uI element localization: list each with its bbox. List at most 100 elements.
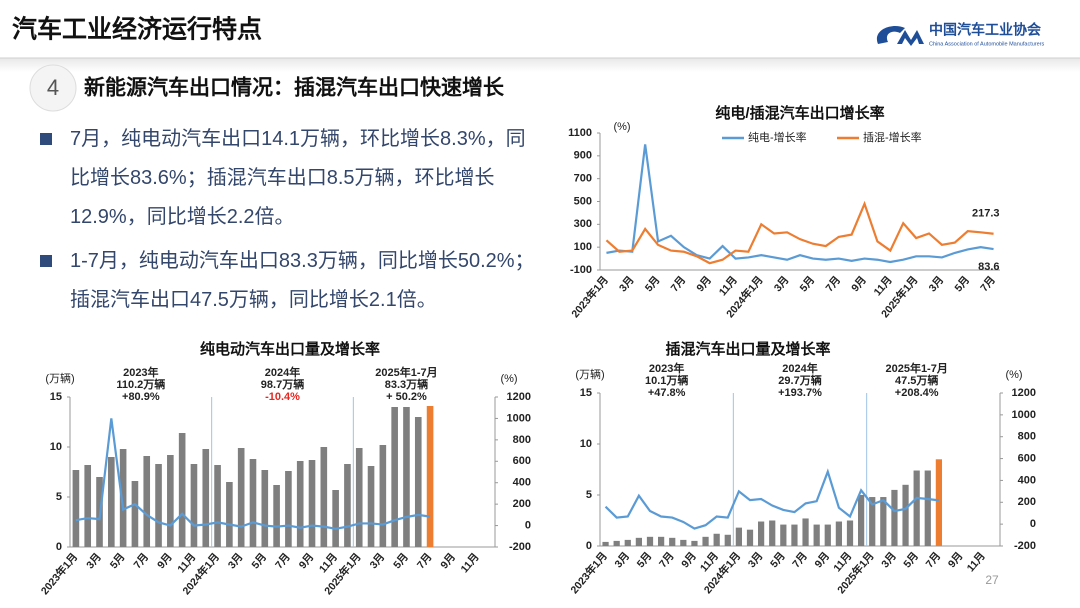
- bar: [602, 541, 609, 546]
- y-tick-label: 0: [56, 541, 62, 553]
- annotation: 2024年: [782, 361, 817, 375]
- y2-tick-label: -200: [1014, 540, 1036, 552]
- bullet: 1-7月，纯电动汽车出口83.3万辆，同比增长50.2%；插混汽车出口47.5万…: [40, 242, 540, 320]
- bar: [403, 407, 410, 547]
- line: [605, 200, 994, 265]
- bar: [846, 520, 854, 546]
- bar: [190, 464, 198, 547]
- x-tick-label: 3月: [927, 274, 947, 294]
- bar: [769, 520, 776, 546]
- y2-unit: (%): [1005, 369, 1022, 381]
- bar: [155, 464, 162, 547]
- x-tick-label: 3月: [879, 550, 899, 570]
- annotation: 2025年1-7月: [375, 365, 437, 379]
- x-tick-label: 5月: [635, 550, 655, 570]
- y2-tick-label: 1000: [1012, 409, 1036, 421]
- y-tick-label: 10: [580, 438, 592, 450]
- x-tick-label: 9月: [694, 274, 714, 294]
- x-tick-label: 9月: [438, 551, 458, 571]
- x-tick-label: 9月: [679, 550, 699, 570]
- bar: [624, 539, 631, 546]
- y2-tick-label: 600: [1018, 452, 1036, 464]
- bullet-marker: [40, 255, 52, 267]
- header-title: 汽车工业经济运行特点: [12, 15, 262, 44]
- bar: [713, 533, 720, 546]
- x-tick-label: 5月: [643, 274, 663, 294]
- y2-unit: (%): [500, 373, 517, 385]
- bar: [237, 448, 245, 547]
- x-tick-label: 9月: [155, 551, 175, 571]
- annotation: +80.9%: [122, 391, 160, 403]
- y-unit: (%): [613, 121, 630, 133]
- bar: [426, 406, 434, 547]
- y-tick-label: 5: [586, 489, 592, 501]
- x-tick-label: 9月: [849, 274, 869, 294]
- bar: [261, 470, 269, 547]
- bar: [913, 470, 920, 546]
- end-value-label: 83.6: [978, 261, 999, 273]
- x-tick-label: 5月: [901, 550, 921, 570]
- x-tick-label: 3月: [368, 551, 388, 571]
- x-tick-label: 5月: [391, 551, 411, 571]
- annotation: 47.5万辆: [895, 373, 938, 387]
- bar: [724, 534, 731, 546]
- y2-tick-label: 400: [513, 477, 531, 489]
- annotation: 2023年: [123, 365, 158, 379]
- x-tick-label: 9月: [813, 550, 833, 570]
- bar: [858, 495, 865, 546]
- annotation: 2024年: [265, 365, 300, 379]
- y2-tick-label: 1000: [507, 412, 531, 424]
- bar: [880, 497, 887, 546]
- bar: [285, 471, 292, 547]
- y2-tick-label: -200: [509, 541, 531, 553]
- x-tick-label: 2023年1月: [568, 549, 610, 596]
- bar: [935, 459, 942, 546]
- bullet-text: 1-7月，纯电动汽车出口83.3万辆，同比增长50.2%；插混汽车出口47.5万…: [70, 250, 535, 311]
- x-tick-label: 3月: [613, 550, 633, 570]
- bar: [635, 537, 642, 546]
- y-tick-label: 10: [50, 441, 62, 453]
- bar: [273, 485, 280, 547]
- y-tick-label: 500: [574, 195, 592, 207]
- x-tick-label: 5月: [250, 551, 270, 571]
- x-tick-label: 7月: [790, 550, 810, 570]
- annotation: 98.7万辆: [261, 377, 304, 391]
- y-tick-label: 5: [56, 491, 62, 503]
- y-tick-label: 1100: [568, 127, 592, 139]
- bar: [646, 536, 654, 546]
- bar: [791, 524, 798, 546]
- x-tick-label: 7月: [273, 551, 293, 571]
- end-value-label: 217.3: [972, 208, 1000, 220]
- x-tick-label: 9月: [297, 551, 317, 571]
- section-title: 新能源汽车出口情况：插混汽车出口快速增长: [84, 76, 505, 100]
- y2-tick-label: 800: [1018, 431, 1036, 443]
- bar: [835, 521, 842, 546]
- bar: [119, 449, 127, 547]
- annotation: 2023年: [649, 361, 684, 375]
- annotation: 10.1万辆: [645, 373, 688, 387]
- bar: [702, 536, 709, 546]
- bullet: 7月，纯电动汽车出口14.1万辆，环比增长8.3%，同比增长83.6%；插混汽车…: [40, 120, 540, 237]
- bar: [167, 455, 174, 547]
- bar: [84, 465, 92, 547]
- bar: [691, 540, 698, 546]
- x-tick-label: 11月: [965, 550, 988, 574]
- y2-tick-label: 1200: [507, 391, 531, 403]
- y2-tick-label: 600: [513, 455, 531, 467]
- x-tick-label: 2023年1月: [38, 550, 80, 597]
- y2-tick-label: 200: [1018, 496, 1036, 508]
- bar: [344, 464, 351, 547]
- bar: [813, 524, 820, 546]
- annotation: 83.3万辆: [385, 377, 428, 391]
- bar: [308, 460, 316, 547]
- x-tick-label: 5月: [952, 274, 972, 294]
- x-tick-label: 7月: [657, 550, 677, 570]
- y-tick-label: 0: [586, 540, 592, 552]
- page-number: 27: [985, 573, 999, 587]
- bar: [108, 457, 115, 547]
- x-tick-label: 3月: [772, 274, 792, 294]
- legend-label: 插混-增长率: [863, 130, 922, 144]
- x-tick-label: 7月: [669, 274, 689, 294]
- bar: [379, 445, 387, 547]
